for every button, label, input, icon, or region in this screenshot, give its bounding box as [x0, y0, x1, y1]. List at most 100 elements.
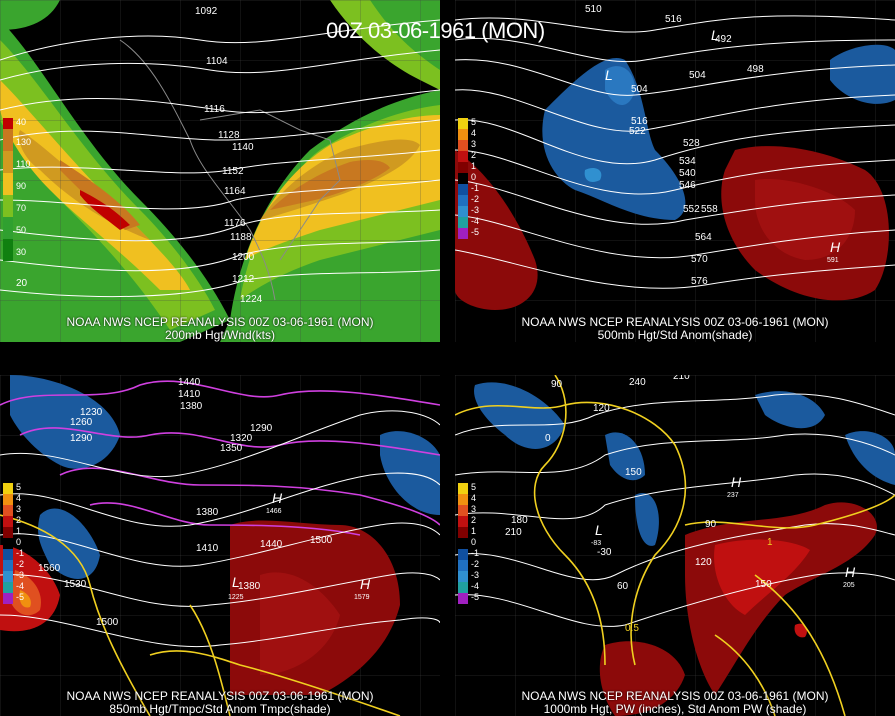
label-pw-0.5: 0.5 [625, 623, 639, 634]
label-60: 60 [617, 581, 629, 592]
low-symbol-1: L [232, 574, 240, 590]
label-1290b: 1290 [250, 423, 273, 434]
label-564: 564 [695, 232, 712, 243]
panel-1000mb: 90 240 210 120 0 150 180 210 -30 60 90 1… [455, 375, 895, 716]
low-symbol: L [605, 67, 613, 83]
label-1380: 1380 [180, 401, 203, 412]
label-240: 240 [629, 377, 646, 388]
label-1260: 1260 [70, 417, 93, 428]
legend-swatch: -3 [458, 205, 479, 217]
label-1530: 1530 [64, 579, 87, 590]
legend-swatch: 0 [3, 537, 21, 549]
legend-swatch: 110 [3, 151, 30, 173]
high-symbol: H [830, 239, 841, 255]
map-200mb: 1092 1104 1116 1128 1140 1152 1164 1176 … [0, 0, 440, 342]
high-value-2: 205 [843, 582, 855, 589]
map-850mb: 1440 1410 1380 1230 1260 1290 1320 1350 … [0, 375, 440, 716]
caption-source-1000mb: NOAA NWS NCEP REANALYSIS 00Z 03-06-1961 … [521, 689, 829, 703]
legend-850mb: 5 4 3 2 1 0 -1 -2 -3 -4 -5 [3, 482, 29, 604]
legend-swatch: -1 [458, 183, 479, 195]
legend-swatch: 30 [3, 239, 26, 261]
label-576: 576 [691, 276, 708, 287]
label-1212: 1212 [232, 274, 255, 285]
high-symbol-1: H [731, 474, 742, 490]
high-symbol-2: H [360, 576, 371, 592]
label-1104: 1104 [206, 56, 228, 67]
legend-swatch: 40 [3, 117, 26, 129]
label-1140: 1140 [232, 142, 254, 153]
label-504: 504 [631, 84, 648, 95]
low-value-1: -83 [591, 540, 601, 547]
legend-swatch: 1 [458, 161, 476, 173]
label-1350: 1350 [220, 443, 243, 454]
label-1188: 1188 [230, 232, 252, 243]
legend-swatch: 90 [3, 173, 26, 195]
legend-swatch: -1 [3, 548, 24, 560]
map-500mb: 510 504 516 522 528 534 540 546 552 558 … [455, 0, 895, 342]
low-symbol-1: L [595, 522, 603, 538]
label-1380c: 1380 [238, 581, 261, 592]
legend-swatch: 3 [458, 504, 476, 516]
label-90b: 90 [705, 519, 717, 530]
caption-source-500mb: NOAA NWS NCEP REANALYSIS 00Z 03-06-1961 … [521, 315, 829, 329]
high-value-2: 1579 [354, 594, 370, 601]
label-552: 552 [683, 204, 700, 215]
label-540: 540 [679, 168, 696, 179]
label-150b: 150 [755, 579, 772, 590]
label-546: 546 [679, 180, 696, 191]
panel-850mb: 1440 1410 1380 1230 1260 1290 1320 1350 … [0, 375, 440, 716]
label-1410: 1410 [178, 389, 201, 400]
caption-source-850mb: NOAA NWS NCEP REANALYSIS 00Z 03-06-1961 … [66, 689, 374, 703]
label-528: 528 [683, 138, 700, 149]
high-symbol-2: H [845, 564, 856, 580]
label-570: 570 [691, 254, 708, 265]
legend-swatch: 4 [458, 128, 476, 140]
legend-swatch: -1 [458, 548, 479, 560]
label-1152: 1152 [222, 166, 244, 177]
legend-swatch: 0 [458, 172, 476, 184]
legend-swatch: 5 [3, 482, 21, 494]
label-1320: 1320 [230, 433, 253, 444]
label-510: 510 [585, 4, 602, 15]
label-516: 516 [631, 116, 648, 127]
lat-label-20: 20 [16, 278, 28, 289]
label-1224: 1224 [240, 294, 263, 305]
legend-swatch: -4 [3, 581, 24, 593]
legend-swatch: -5 [458, 227, 479, 239]
low-value-1: 1225 [228, 594, 244, 601]
map-1000mb: 90 240 210 120 0 150 180 210 -30 60 90 1… [455, 375, 895, 716]
main-title: 00Z 03-06-1961 (MON) [326, 18, 545, 43]
legend-swatch: -4 [458, 216, 479, 228]
label-1164: 1164 [224, 186, 246, 197]
legend-swatch: 1 [3, 526, 21, 538]
label-1560: 1560 [38, 563, 61, 574]
high-value-1: 1466 [266, 508, 282, 515]
legend-swatch: -5 [458, 592, 479, 604]
caption-field-1000mb: 1000mb Hgt, PW (inches), Std Anom PW (sh… [543, 702, 807, 716]
legend-swatch: -3 [458, 570, 479, 582]
legend-500mb: 5 4 3 2 1 0 -1 -2 -3 -4 -5 [458, 117, 484, 239]
label-1290: 1290 [70, 433, 93, 444]
legend-swatch: -2 [458, 194, 479, 206]
label-492: 492 [715, 34, 732, 45]
label-1410b: 1410 [196, 543, 219, 554]
label-neg30: -30 [597, 547, 612, 558]
label-pw-1: 1 [767, 537, 773, 548]
panel-200mb: 1092 1104 1116 1128 1140 1152 1164 1176 … [0, 0, 440, 342]
caption-field-850mb: 850mb Hgt/Tmpc/Std Anom Tmpc(shade) [109, 702, 331, 716]
label-1440: 1440 [178, 377, 201, 388]
legend-swatch: -2 [458, 559, 479, 571]
legend-swatch: 4 [3, 493, 21, 505]
label-1500b: 1500 [96, 617, 119, 628]
label-534: 534 [679, 156, 696, 167]
label-1230: 1230 [80, 407, 103, 418]
label-516b: 516 [665, 14, 682, 25]
label-1440b: 1440 [260, 539, 283, 550]
legend-swatch: 50 [3, 217, 26, 239]
label-1116: 1116 [204, 104, 225, 115]
legend-swatch: -2 [3, 559, 24, 571]
caption-field-200mb: 200mb Hgt/Wnd(kts) [164, 328, 276, 342]
high-symbol-1: H [272, 490, 283, 506]
label-120: 120 [593, 403, 610, 414]
caption-field-500mb: 500mb Hgt/Std Anom(shade) [597, 328, 753, 342]
